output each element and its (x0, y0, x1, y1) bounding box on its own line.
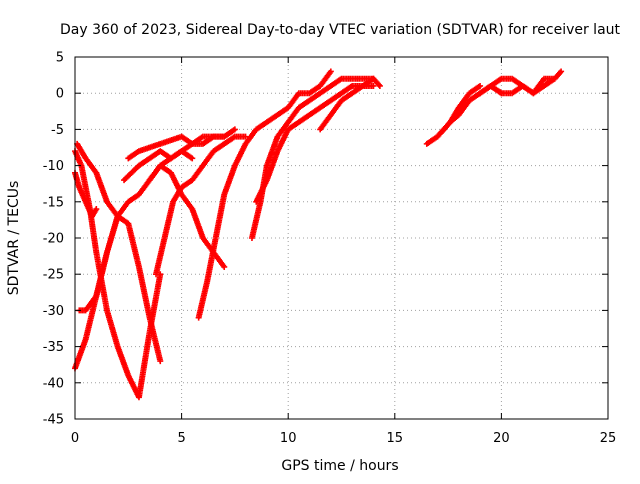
data-series-track-c (74, 140, 121, 220)
y-tick-label: -40 (43, 376, 64, 391)
data-series-track-a (72, 148, 164, 401)
data-layer (72, 68, 565, 401)
x-tick-label: 20 (493, 431, 510, 446)
x-tick-label: 15 (387, 431, 404, 446)
y-tick-label: -5 (51, 123, 64, 138)
data-point (327, 68, 334, 75)
data-series-track-h (153, 133, 249, 278)
data-point (231, 126, 238, 133)
data-point (376, 82, 383, 89)
data-series-track-i (146, 162, 228, 270)
y-tick-label: 0 (56, 87, 64, 102)
y-tick-label: 5 (56, 51, 64, 66)
chart-title: Day 360 of 2023, Sidereal Day-to-day VTE… (60, 22, 621, 38)
x-axis-label: GPS time / hours (281, 458, 398, 474)
data-point (221, 263, 228, 270)
y-axis-label: SDTVAR / TECUs (6, 181, 22, 296)
data-point (242, 133, 249, 140)
data-series-track-o (434, 82, 484, 140)
data-point (157, 358, 164, 365)
y-tick-label: -25 (43, 268, 64, 283)
y-tick-label: -45 (43, 413, 64, 428)
grid-layer (75, 57, 608, 419)
data-point (477, 82, 484, 89)
tick-layer: 0 5 10 15 20 25 5 0 -5 -10 -15 -20 -25 -30 -35 -40 -45 (43, 51, 617, 447)
x-tick-label: 25 (600, 431, 617, 446)
y-tick-label: -10 (43, 159, 64, 174)
y-tick-label: -15 (43, 195, 64, 210)
data-point (370, 75, 377, 82)
data-series-track-k (248, 75, 383, 241)
x-tick-label: 5 (177, 431, 185, 446)
data-series-track-f (121, 148, 196, 184)
data-point (551, 75, 558, 82)
data-point (221, 133, 228, 140)
x-tick-label: 10 (280, 431, 297, 446)
data-point (93, 206, 100, 213)
y-tick-label: -20 (43, 232, 64, 247)
data-point (558, 68, 565, 75)
data-series-track-m (317, 82, 377, 133)
data-series-track-q (477, 75, 558, 97)
data-series-track-g (125, 133, 228, 162)
data-series-track-j (195, 68, 334, 321)
plot-frame (74, 56, 609, 420)
x-tick-label: 0 (71, 431, 79, 446)
data-point (370, 82, 377, 89)
data-series-track-e (72, 213, 164, 372)
data-series-track-b (72, 169, 100, 220)
y-tick-label: -30 (43, 304, 64, 319)
y-tick-label: -35 (43, 340, 64, 355)
data-point (189, 155, 196, 162)
